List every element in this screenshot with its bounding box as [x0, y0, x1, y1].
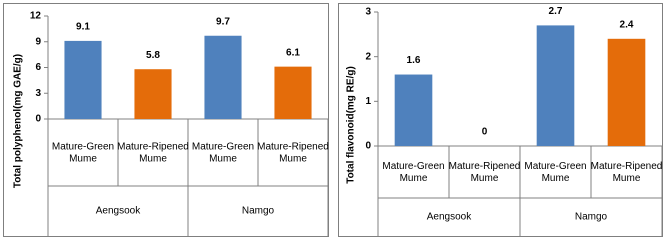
y-tick-label: 2 — [365, 51, 371, 62]
y-axis-title: Total polyphenol(mg GAE/g) — [13, 54, 24, 188]
chart-frame — [3, 3, 329, 237]
y-tick-label: 1 — [365, 96, 371, 107]
group-label: Namgo — [575, 212, 608, 223]
y-tick-label: 0 — [35, 114, 41, 125]
bar — [394, 74, 433, 146]
value-label: 6.1 — [286, 47, 300, 58]
bar — [536, 25, 575, 146]
x-tick-label: Mature-Green Mume — [382, 161, 444, 184]
x-tick-label: Mature-Ripened Mume — [591, 161, 663, 184]
y-tick-label: 3 — [35, 88, 41, 99]
value-label: 2.7 — [549, 6, 563, 17]
y-tick-label: 3 — [365, 7, 371, 18]
bar — [134, 69, 172, 119]
y-axis-title: Total flavonoid(mg RE/g) — [346, 66, 357, 184]
bar — [204, 35, 242, 119]
group-label: Aengsook — [427, 212, 472, 223]
x-tick-label: Mature-Ripened Mume — [117, 141, 189, 164]
y-tick-label: 6 — [35, 62, 41, 73]
x-tick-label: Mature-Green Mume — [524, 161, 586, 184]
value-label: 1.6 — [407, 55, 421, 66]
value-label: 9.1 — [76, 22, 90, 33]
bar — [607, 38, 646, 146]
y-tick-label: 12 — [30, 11, 42, 22]
value-label: 5.8 — [146, 50, 160, 61]
y-tick-label: 0 — [365, 141, 371, 152]
value-label: 0 — [482, 127, 488, 138]
value-label: 2.4 — [620, 19, 634, 30]
x-tick-label: Mature-Green Mume — [192, 141, 254, 164]
bar — [274, 66, 312, 119]
group-label: Aengsook — [96, 206, 141, 217]
value-label: 9.7 — [216, 16, 230, 27]
x-tick-label: Mature-Ripened Mume — [257, 141, 329, 164]
y-tick-label: 9 — [35, 36, 41, 47]
bar — [64, 40, 102, 120]
group-label: Namgo — [242, 206, 275, 217]
x-tick-label: Mature-Ripened Mume — [449, 161, 521, 184]
x-tick-label: Mature-Green Mume — [52, 141, 114, 164]
